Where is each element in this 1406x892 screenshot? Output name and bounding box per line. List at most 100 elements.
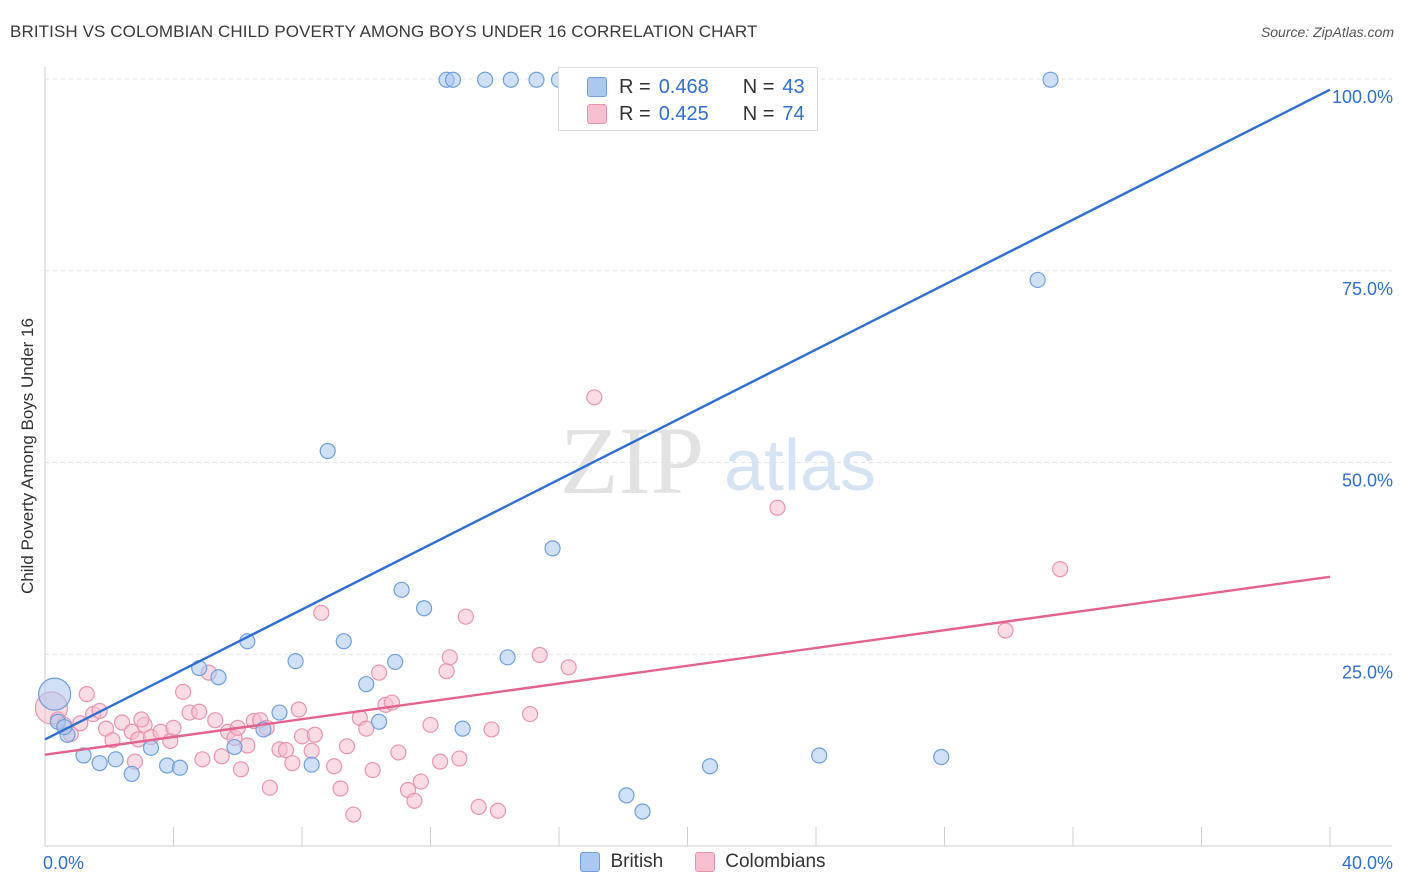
british-point bbox=[634, 803, 651, 820]
british-point bbox=[91, 755, 108, 772]
legend-r-value: 0.468 bbox=[658, 75, 709, 98]
colombian-point bbox=[358, 720, 375, 737]
british-point bbox=[123, 765, 140, 783]
x-tick-label: 0.0% bbox=[43, 853, 84, 873]
legend-swatch-colombians bbox=[695, 852, 716, 872]
legend-n-label: N = bbox=[742, 75, 775, 98]
colombian-point bbox=[332, 780, 349, 797]
y-tick-label: 75.0% bbox=[1342, 279, 1393, 299]
colombian-point bbox=[422, 716, 439, 733]
colombians-points bbox=[34, 389, 1069, 823]
colombian-point bbox=[390, 744, 407, 761]
colombian-point bbox=[769, 499, 786, 516]
colombian-point bbox=[451, 750, 468, 767]
british-point bbox=[303, 756, 320, 773]
legend-swatch-british bbox=[580, 852, 601, 872]
british-point bbox=[701, 758, 719, 775]
y-tick-label: 50.0% bbox=[1342, 471, 1393, 491]
colombian-point bbox=[531, 646, 548, 664]
legend-n-value: 43 bbox=[782, 75, 805, 98]
colombian-point bbox=[207, 712, 224, 729]
source-label: Source: ZipAtlas.com bbox=[1260, 24, 1394, 40]
colombian-point bbox=[457, 608, 474, 625]
chart-title: BRITISH VS COLOMBIAN CHILD POVERTY AMONG… bbox=[10, 22, 758, 41]
british-point bbox=[171, 759, 189, 776]
colombian-point bbox=[432, 753, 449, 770]
legend-swatch-colombians bbox=[587, 104, 607, 124]
y-tick-label: 25.0% bbox=[1342, 662, 1393, 682]
colombian-point bbox=[997, 622, 1014, 639]
british-point bbox=[444, 71, 462, 88]
colombian-point bbox=[371, 664, 388, 681]
colombian-trend-line bbox=[44, 575, 1331, 756]
colombian-point bbox=[338, 738, 356, 755]
british-point bbox=[393, 581, 410, 598]
colombian-point bbox=[438, 663, 455, 680]
colombian-point bbox=[313, 604, 330, 621]
british-point bbox=[415, 600, 433, 617]
colombian-point bbox=[78, 686, 95, 703]
colombian-point bbox=[1052, 561, 1069, 578]
colombian-point bbox=[165, 719, 182, 736]
colombian-point bbox=[277, 742, 295, 759]
colombian-point bbox=[412, 773, 429, 790]
colombian-point bbox=[406, 792, 423, 809]
x-tick-label: 40.0% bbox=[1342, 853, 1393, 873]
legend-row-colombians: R = 0.425 N = 74 bbox=[559, 101, 805, 127]
british-point bbox=[528, 71, 545, 88]
watermark-zip: ZIP bbox=[560, 407, 704, 514]
british-point bbox=[210, 669, 227, 686]
british-point bbox=[371, 713, 388, 730]
legend-swatch-british bbox=[587, 77, 607, 97]
colombian-point bbox=[560, 659, 577, 676]
british-point bbox=[226, 738, 243, 756]
british-point bbox=[618, 787, 635, 804]
british-point bbox=[499, 649, 516, 666]
british-point bbox=[75, 747, 92, 764]
legend-item-colombians: Colombians bbox=[695, 851, 826, 873]
colombian-point bbox=[586, 389, 603, 406]
colombian-point bbox=[345, 806, 362, 823]
legend-n-value: 74 bbox=[782, 102, 805, 125]
british-point bbox=[454, 720, 471, 737]
correlation-legend: R = 0.468 N = 43 R = 0.425 N = 74 bbox=[558, 67, 818, 131]
colombian-point bbox=[364, 761, 381, 779]
colombian-point bbox=[284, 755, 301, 772]
colombian-point bbox=[483, 721, 500, 738]
colombian-point bbox=[290, 701, 307, 718]
y-tick-label: 100.0% bbox=[1332, 87, 1393, 107]
legend-item-british: British bbox=[580, 851, 663, 873]
trend-lines bbox=[44, 88, 1331, 756]
british-point bbox=[319, 442, 336, 460]
grid-lines bbox=[45, 78, 1392, 655]
colombian-point bbox=[175, 683, 192, 700]
british-point bbox=[271, 704, 288, 721]
colombian-point bbox=[521, 705, 539, 723]
legend-label-colombians: Colombians bbox=[725, 851, 826, 872]
colombian-point bbox=[261, 779, 278, 796]
colombian-point bbox=[133, 711, 150, 728]
legend-n-label: N = bbox=[742, 102, 775, 125]
colombian-point bbox=[470, 798, 487, 815]
watermark: ZIP atlas bbox=[560, 407, 876, 514]
british-point bbox=[287, 653, 304, 670]
colombian-point bbox=[191, 703, 208, 720]
legend-r-label: R = bbox=[619, 102, 651, 125]
colombian-point bbox=[194, 751, 211, 768]
colombian-point bbox=[441, 649, 458, 666]
colombian-point bbox=[326, 758, 343, 775]
colombian-point bbox=[306, 726, 323, 743]
british-points bbox=[38, 71, 1059, 820]
british-point bbox=[502, 71, 519, 88]
british-trend-line bbox=[44, 88, 1331, 741]
british-point bbox=[107, 751, 124, 768]
british-point bbox=[811, 747, 828, 764]
british-point bbox=[335, 633, 352, 650]
colombian-point bbox=[489, 802, 507, 819]
colombian-point bbox=[303, 742, 320, 759]
british-point bbox=[544, 540, 561, 557]
british-point bbox=[142, 739, 160, 756]
legend-row-british: R = 0.468 N = 43 bbox=[559, 74, 805, 100]
british-point bbox=[933, 748, 950, 766]
